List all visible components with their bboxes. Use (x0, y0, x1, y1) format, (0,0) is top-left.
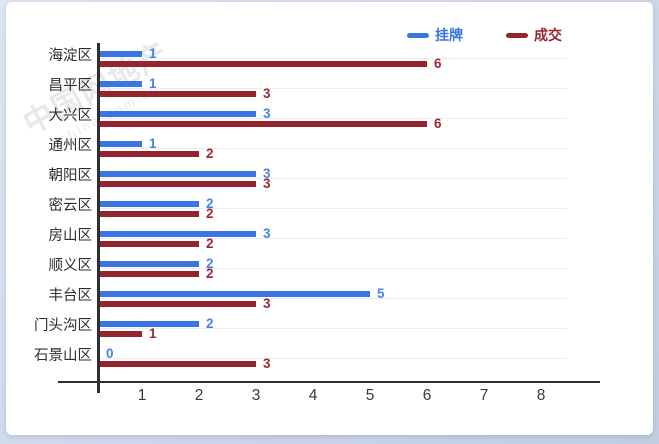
row-gridline (99, 208, 567, 209)
sold-value-label: 2 (206, 265, 214, 281)
x-tick-label: 8 (536, 387, 546, 404)
listed-bar (99, 200, 199, 207)
x-tick-label: 1 (137, 387, 147, 404)
sold-value-label: 6 (434, 55, 442, 71)
listed-bar (99, 140, 142, 147)
row-gridline (99, 268, 567, 269)
listed-value-label: 3 (263, 105, 271, 121)
listed-bar (99, 110, 256, 117)
legend-listed-swatch-icon (407, 32, 429, 38)
listed-bar (99, 50, 142, 57)
row-gridline (99, 358, 567, 359)
row-gridline (99, 148, 567, 149)
listed-value-label: 2 (206, 195, 214, 211)
sold-bar (99, 300, 256, 307)
category-label: 朝阳区 (48, 167, 93, 184)
sold-value-label: 3 (263, 175, 271, 191)
row-gridline (99, 238, 567, 239)
row-gridline (99, 88, 567, 89)
sold-value-label: 2 (206, 145, 214, 161)
category-label: 海淀区 (48, 47, 93, 64)
sold-bar (99, 150, 199, 157)
sold-bar (99, 120, 427, 127)
sold-bar (99, 180, 256, 187)
listed-value-label: 3 (263, 225, 271, 241)
sold-bar (99, 360, 256, 367)
sold-bar (99, 90, 256, 97)
sold-value-label: 2 (206, 235, 214, 251)
row-gridline (99, 118, 567, 119)
category-label: 通州区 (48, 137, 93, 154)
listed-bar (99, 290, 370, 297)
sold-bar (99, 210, 199, 217)
legend-item-sold[interactable]: 成交 (506, 27, 562, 43)
row-gridline (99, 328, 567, 329)
sold-value-label: 3 (263, 355, 271, 371)
x-tick-label: 4 (308, 387, 318, 404)
x-tick-label: 5 (365, 387, 375, 404)
listed-value-label: 3 (263, 165, 271, 181)
x-tick-label: 6 (422, 387, 432, 404)
sold-value-label: 2 (206, 205, 214, 221)
sold-bar (99, 270, 199, 277)
legend-sold-label: 成交 (534, 27, 562, 43)
listed-bar (99, 320, 199, 327)
legend-item-listed[interactable]: 挂牌 (407, 27, 463, 43)
category-label: 昌平区 (48, 77, 93, 94)
category-label: 房山区 (48, 227, 93, 244)
sold-bar (99, 240, 199, 247)
x-axis-line (58, 380, 600, 383)
row-gridline (99, 298, 567, 299)
listed-bar (99, 260, 199, 267)
category-label: 大兴区 (48, 107, 93, 124)
listed-value-label: 5 (377, 285, 385, 301)
listed-value-label: 1 (149, 75, 157, 91)
category-label: 丰台区 (48, 287, 93, 304)
x-tick-label: 3 (251, 387, 261, 404)
listed-value-label: 1 (149, 45, 157, 61)
listed-value-label: 1 (149, 135, 157, 151)
y-axis-line (97, 43, 100, 393)
sold-value-label: 3 (263, 295, 271, 311)
listed-value-label: 2 (206, 255, 214, 271)
row-gridline (99, 58, 567, 59)
category-label: 密云区 (48, 197, 93, 214)
listed-bar (99, 170, 256, 177)
x-tick-label: 7 (479, 387, 489, 404)
listed-value-label: 2 (206, 315, 214, 331)
sold-value-label: 1 (149, 325, 157, 341)
sold-value-label: 3 (263, 85, 271, 101)
row-gridline (99, 178, 567, 179)
category-label: 石景山区 (34, 347, 92, 364)
legend-sold-swatch-icon (506, 32, 528, 38)
sold-value-label: 6 (434, 115, 442, 131)
legend-listed-label: 挂牌 (435, 27, 463, 43)
listed-bar (99, 230, 256, 237)
x-tick-label: 2 (194, 387, 204, 404)
category-label: 门头沟区 (34, 317, 92, 334)
listed-bar (99, 80, 142, 87)
listed-value-label: 0 (106, 345, 114, 361)
sold-bar (99, 60, 427, 67)
category-label: 顺义区 (48, 257, 93, 274)
sold-bar (99, 330, 142, 337)
